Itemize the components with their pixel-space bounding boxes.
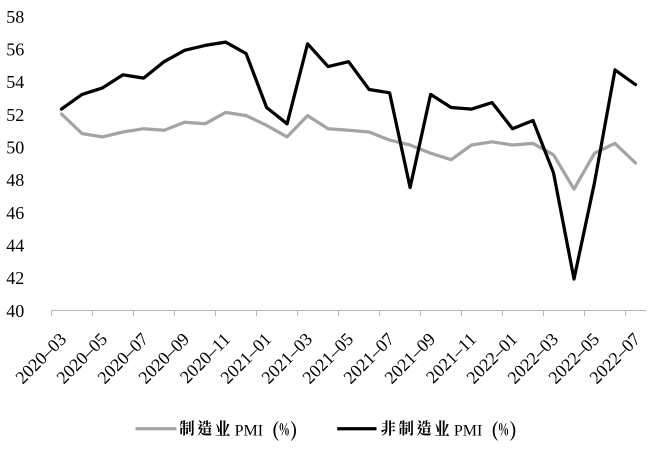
svg-text:PMI: PMI bbox=[454, 422, 482, 439]
svg-text:54: 54 bbox=[6, 72, 24, 92]
svg-text:58: 58 bbox=[6, 7, 24, 27]
svg-text:PMI: PMI bbox=[235, 422, 263, 439]
svg-text:48: 48 bbox=[6, 170, 24, 190]
svg-text:44: 44 bbox=[6, 236, 24, 256]
svg-text:52: 52 bbox=[6, 105, 24, 125]
svg-text:56: 56 bbox=[6, 40, 24, 60]
svg-text:42: 42 bbox=[6, 268, 24, 288]
svg-text:50: 50 bbox=[6, 138, 24, 158]
svg-text:46: 46 bbox=[6, 203, 24, 223]
svg-text:40: 40 bbox=[6, 301, 24, 321]
